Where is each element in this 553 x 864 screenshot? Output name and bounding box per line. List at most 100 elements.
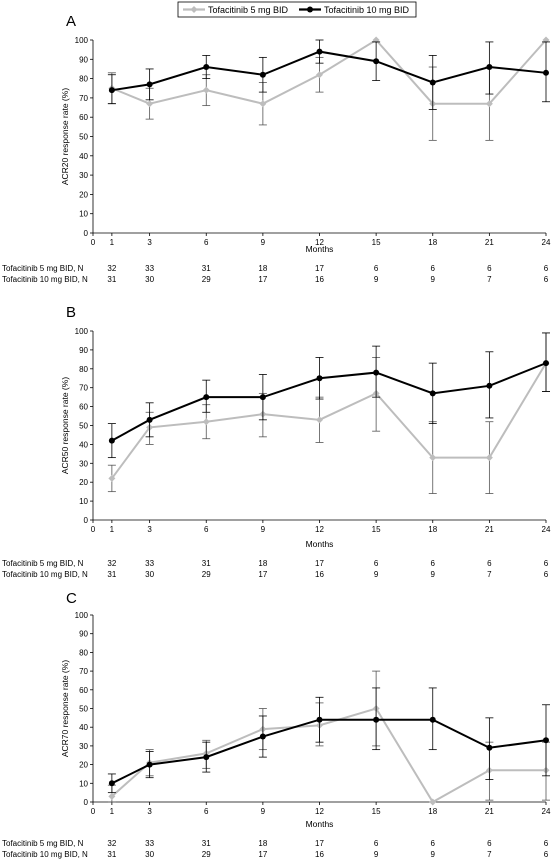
series-5mg bbox=[107, 670, 550, 806]
chart-panel-c: C 0 10 20 30 40 50 60 70 80 90 100 0 1 3 6 9 12 15 18 21 24 Mo… bbox=[2, 590, 551, 859]
n-table-cell: 30 bbox=[145, 850, 154, 859]
x-axis-label: Months bbox=[306, 819, 334, 829]
data-point bbox=[259, 71, 266, 78]
y-tick-label: 90 bbox=[79, 630, 88, 639]
data-point bbox=[485, 100, 493, 108]
series-10mg bbox=[107, 39, 550, 110]
y-axis-label: ACR50 response rate (%) bbox=[60, 377, 70, 474]
data-point bbox=[429, 716, 436, 723]
y-tick-label: 100 bbox=[75, 36, 89, 45]
n-table-cell: 6 bbox=[544, 559, 549, 568]
x-tick-label: 0 bbox=[91, 807, 96, 816]
legend-label-10mg: Tofacitinib 10 mg BID bbox=[324, 5, 410, 15]
n-table-cell: 6 bbox=[374, 839, 379, 848]
n-table-cell: 6 bbox=[544, 264, 549, 273]
x-tick-label: 1 bbox=[110, 807, 115, 816]
x-tick-label: 3 bbox=[147, 807, 152, 816]
data-point bbox=[316, 375, 323, 382]
y-tick-label: 30 bbox=[79, 742, 88, 751]
data-point bbox=[146, 416, 153, 423]
y-tick-label: 70 bbox=[79, 667, 88, 676]
data-point bbox=[146, 761, 153, 768]
x-tick-label: 12 bbox=[315, 525, 324, 534]
n-table-cell: 18 bbox=[258, 839, 267, 848]
x-tick-label: 21 bbox=[485, 238, 494, 247]
n-table-cell: 6 bbox=[374, 264, 379, 273]
x-tick-label: 0 bbox=[91, 525, 96, 534]
n-table-cell: 6 bbox=[431, 264, 436, 273]
n-table-cell: 17 bbox=[315, 559, 324, 568]
panel-letter: C bbox=[66, 590, 77, 607]
y-tick-label: 60 bbox=[79, 686, 88, 695]
legend-entry-5mg: Tofacitinib 5 mg BID bbox=[183, 5, 289, 15]
n-table-cell: 9 bbox=[374, 275, 379, 284]
n-table: Tofacitinib 5 mg BID, N 32 33 31 18 17 6 6 6 6 Tof… bbox=[2, 839, 549, 859]
series-10mg bbox=[107, 332, 550, 459]
y-axis-label: ACR20 response rate (%) bbox=[60, 88, 70, 185]
data-point bbox=[108, 780, 115, 787]
series-5mg bbox=[107, 36, 550, 141]
data-point bbox=[316, 71, 323, 79]
y-tick-label: 0 bbox=[84, 516, 89, 525]
n-table-cell: 17 bbox=[258, 275, 267, 284]
x-tick-label: 6 bbox=[204, 525, 209, 534]
n-table-cell: 6 bbox=[374, 559, 379, 568]
y-tick-label: 60 bbox=[79, 403, 88, 412]
x-tick-label: 12 bbox=[315, 807, 324, 816]
data-point bbox=[373, 716, 380, 723]
x-tick-label: 12 bbox=[315, 238, 324, 247]
data-point bbox=[543, 69, 549, 76]
n-table-row-label: Tofacitinib 10 mg BID, N bbox=[2, 850, 88, 859]
legend-entry-10mg: Tofacitinib 10 mg BID bbox=[299, 5, 410, 15]
series-5mg bbox=[107, 332, 550, 494]
y-tick-label: 50 bbox=[79, 133, 88, 142]
series-10mg bbox=[107, 687, 550, 794]
n-table-cell: 31 bbox=[202, 839, 211, 848]
data-point bbox=[486, 64, 493, 71]
panel-letter: B bbox=[66, 304, 76, 321]
y-tick-label: 30 bbox=[79, 459, 88, 468]
y-tick-label: 60 bbox=[79, 113, 88, 122]
x-axis-label: Months bbox=[306, 539, 334, 549]
data-point bbox=[316, 716, 323, 723]
y-tick-label: 20 bbox=[79, 190, 88, 199]
n-table-row-label: Tofacitinib 5 mg BID, N bbox=[2, 839, 84, 848]
x-tick-label: 3 bbox=[147, 525, 152, 534]
x-tick-label: 6 bbox=[204, 807, 209, 816]
data-point bbox=[108, 87, 115, 94]
n-table-row-label: Tofacitinib 5 mg BID, N bbox=[2, 264, 84, 273]
n-table-cell: 30 bbox=[145, 570, 154, 579]
n-table-cell: 7 bbox=[487, 850, 492, 859]
y-tick-label: 80 bbox=[79, 75, 88, 84]
y-tick-label: 20 bbox=[79, 761, 88, 770]
chart-panel-a: A 0 10 20 30 40 50 60 70 80 90 100 0 1 3 6 9 12 15 18 21 24 Mo… bbox=[2, 13, 551, 284]
x-tick-label: 1 bbox=[110, 238, 115, 247]
data-point bbox=[485, 454, 493, 462]
data-point bbox=[316, 416, 323, 424]
data-point bbox=[259, 394, 266, 401]
n-table-cell: 6 bbox=[487, 264, 492, 273]
n-table-cell: 6 bbox=[544, 839, 549, 848]
n-table-cell: 16 bbox=[315, 850, 324, 859]
n-table-cell: 31 bbox=[107, 570, 116, 579]
x-axis-label: Months bbox=[306, 244, 334, 254]
data-point bbox=[108, 437, 115, 444]
x-tick-label: 9 bbox=[261, 807, 266, 816]
n-table-row-label: Tofacitinib 5 mg BID, N bbox=[2, 559, 84, 568]
data-point bbox=[146, 81, 153, 88]
y-tick-label: 10 bbox=[79, 497, 88, 506]
n-table-cell: 33 bbox=[145, 264, 154, 273]
chart-panel-b: B 0 10 20 30 40 50 60 70 80 90 100 0 1 3 6 9 12 15 18 21 24 Mo… bbox=[2, 304, 551, 579]
n-table-cell: 31 bbox=[107, 850, 116, 859]
series-line bbox=[111, 362, 547, 480]
legend: Tofacitinib 5 mg BID Tofacitinib 10 mg B… bbox=[177, 1, 417, 18]
x-tick-label: 9 bbox=[261, 525, 266, 534]
x-tick-label: 6 bbox=[204, 238, 209, 247]
x-tick-label: 24 bbox=[542, 525, 551, 534]
y-tick-label: 30 bbox=[79, 171, 88, 180]
n-table-cell: 31 bbox=[202, 264, 211, 273]
data-point bbox=[486, 744, 493, 751]
y-tick-label: 90 bbox=[79, 346, 88, 355]
x-tick-label: 24 bbox=[542, 807, 551, 816]
n-table-cell: 33 bbox=[145, 559, 154, 568]
